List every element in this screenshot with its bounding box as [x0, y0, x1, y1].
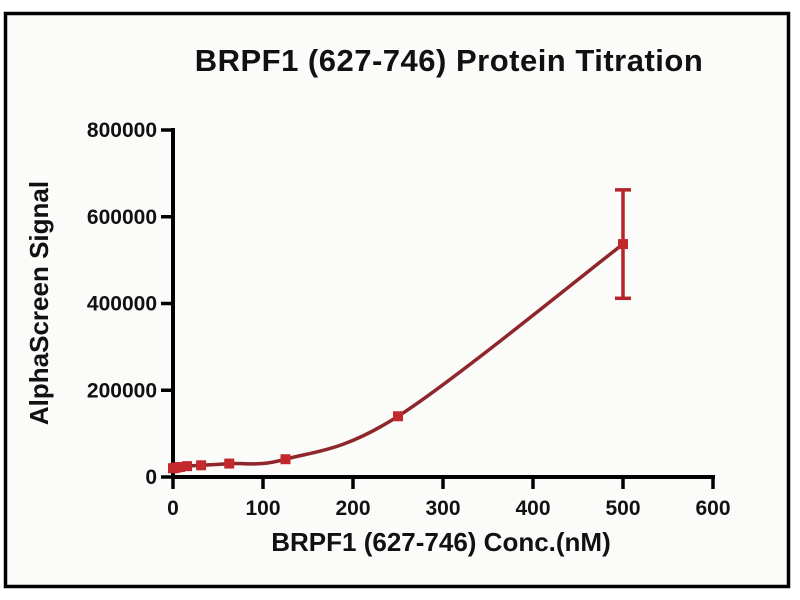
data-point: [196, 460, 207, 471]
data-point: [224, 458, 235, 469]
x-tick-label: 300: [425, 497, 460, 520]
data-point: [280, 454, 291, 465]
data-point: [182, 461, 193, 472]
x-tick-label: 200: [335, 497, 370, 520]
x-tick-label: 0: [167, 497, 179, 520]
tick-labels-layer: 0 200000 400000 600000 800000 0 100 200 300 400 50…: [87, 119, 731, 520]
chart-title: BRPF1 (627-746) Protein Titration: [195, 43, 704, 78]
y-tick-label: 400000: [87, 293, 157, 316]
x-tick-label: 400: [515, 497, 550, 520]
data-point: [618, 239, 628, 250]
x-tick-label: 500: [605, 497, 640, 520]
x-tick-label: 100: [245, 497, 280, 520]
y-tick-label: 600000: [87, 206, 157, 229]
y-tick-label: 800000: [87, 119, 157, 142]
y-tick-label: 0: [145, 466, 157, 489]
figure-frame: [3, 11, 791, 589]
x-tick-label: 600: [695, 497, 730, 520]
ticks-layer: [161, 128, 715, 489]
series-layer: [168, 188, 631, 474]
data-point: [393, 411, 403, 422]
y-tick-label: 200000: [87, 379, 157, 402]
data-point: [175, 462, 186, 473]
x-axis-title: BRPF1 (627-746) Conc.(nM): [271, 527, 611, 557]
y-axis-title: AlphaScreen Signal: [24, 181, 54, 425]
